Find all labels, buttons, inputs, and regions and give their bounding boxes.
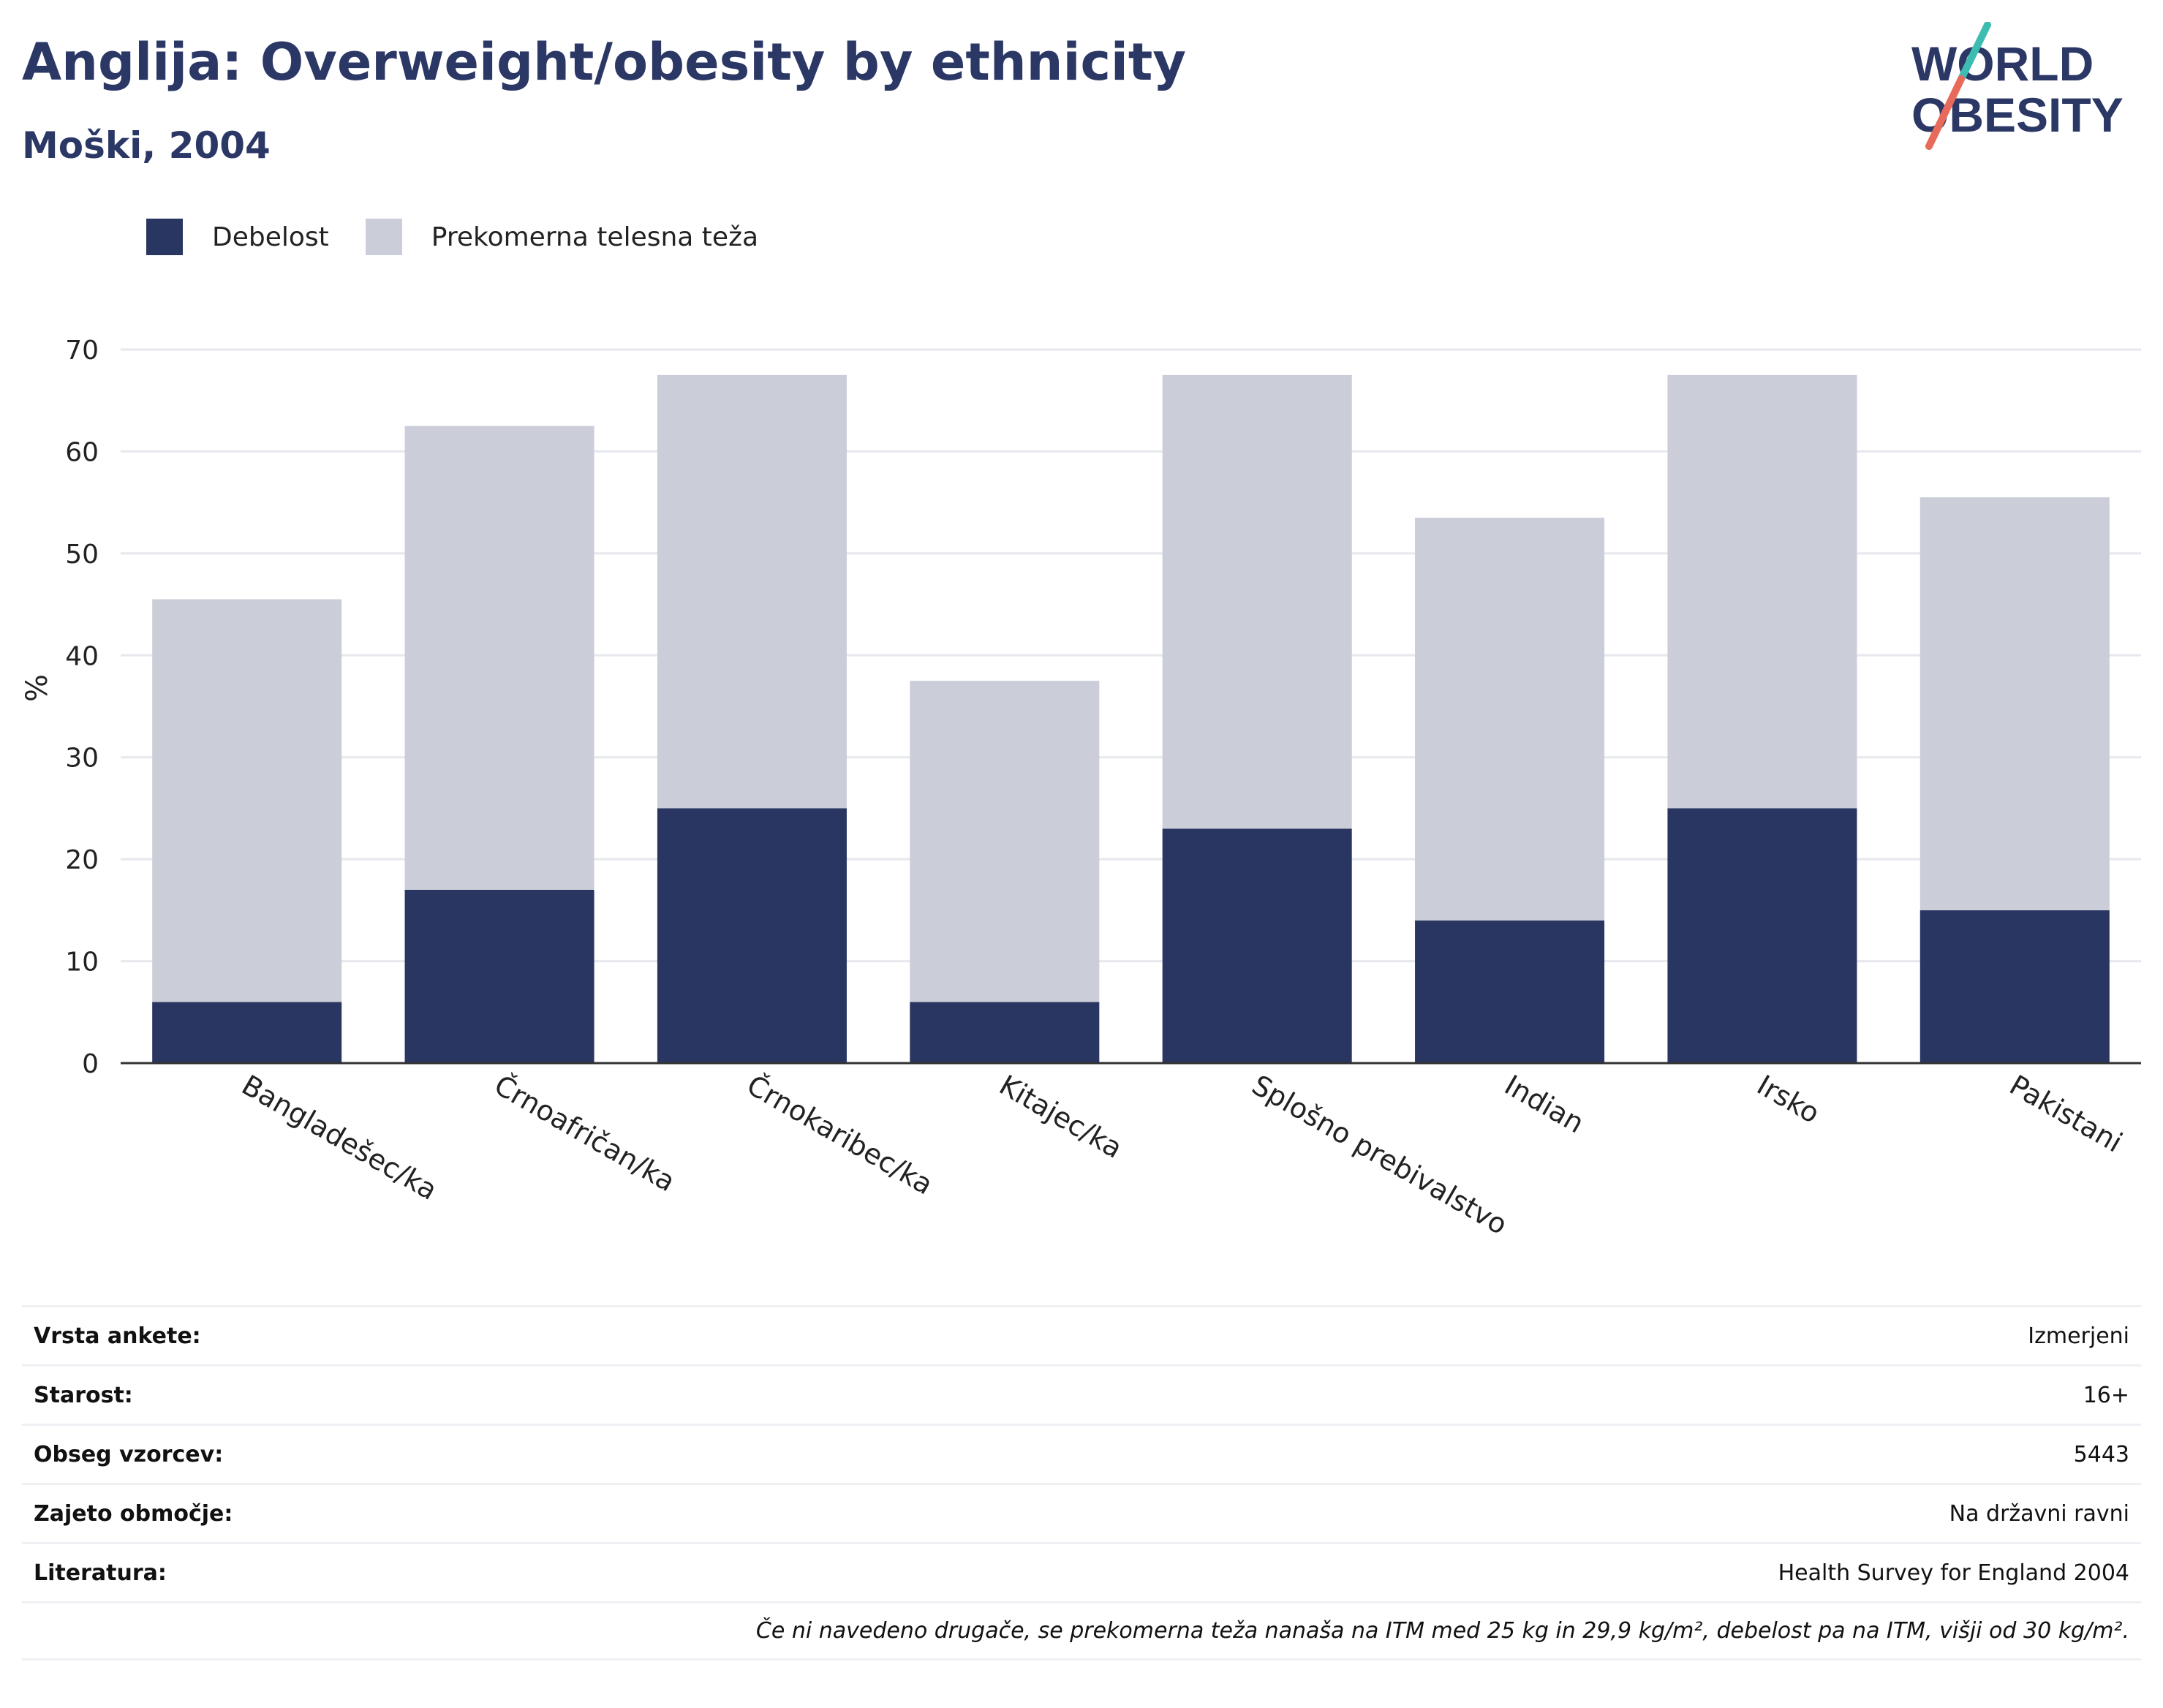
legend-label-obesity: Debelost: [212, 222, 329, 252]
bar-obesity: [1919, 910, 2110, 1063]
y-tick-label: 30: [65, 744, 99, 774]
bar-overweight: [657, 374, 847, 809]
x-tick-label: Irsko: [1751, 1069, 1824, 1130]
x-tick-label: Bangladešec/ka: [236, 1069, 442, 1206]
info-row: Starost: 16+: [22, 1364, 2141, 1424]
bar-obesity: [152, 1002, 342, 1063]
info-row: Vrsta ankete: Izmerjeni: [22, 1305, 2141, 1364]
info-label: Starost:: [34, 1382, 133, 1408]
bar-obesity: [657, 808, 847, 1063]
definition-note: Če ni navedeno drugače, se prekomerna te…: [22, 1601, 2141, 1660]
y-tick-label: 50: [65, 540, 99, 570]
info-label: Obseg vzorcev:: [34, 1441, 224, 1467]
info-row: Zajeto območje: Na državni ravni: [22, 1483, 2141, 1542]
bar-obesity: [1415, 920, 1605, 1063]
page-title: Anglija: Overweight/obesity by ethnicity: [22, 32, 1187, 92]
bar-overweight: [1162, 374, 1352, 829]
bar-overweight: [404, 426, 594, 890]
info-label: Literatura:: [34, 1560, 167, 1586]
logo-line1: WORLD: [1911, 37, 2094, 91]
x-tick-label: Črnokaribec/ka: [741, 1069, 938, 1201]
info-value: Izmerjeni: [2028, 1323, 2129, 1349]
y-tick-label: 20: [65, 845, 99, 875]
info-label: Zajeto območje:: [34, 1500, 233, 1527]
info-label: Vrsta ankete:: [34, 1323, 201, 1349]
legend-item-obesity[interactable]: Debelost: [146, 219, 329, 255]
legend-item-overweight[interactable]: Prekomerna telesna teža: [365, 219, 759, 255]
info-row: Obseg vzorcev: 5443: [22, 1424, 2141, 1483]
bar-overweight: [910, 681, 1100, 1002]
y-tick-label: 0: [82, 1049, 99, 1079]
bar-chart: 0 10 20 30 40 50 60 70 Bangladešec/ka Črnoafričan…: [65, 336, 2141, 1242]
bar-overweight: [152, 599, 342, 1002]
y-tick-label: 60: [65, 437, 99, 467]
y-tick-label: 70: [65, 336, 99, 366]
y-tick-label: 40: [65, 641, 99, 671]
info-value: 5443: [2073, 1441, 2129, 1467]
world-obesity-logo: WORLD OBESITY: [1911, 22, 2124, 150]
bar-overweight: [1415, 518, 1605, 921]
legend-swatch-overweight: [365, 219, 402, 255]
page-subtitle: Moški, 2004: [22, 124, 271, 167]
bar-overweight: [1919, 497, 2110, 910]
info-value: Health Survey for England 2004: [1778, 1560, 2129, 1586]
survey-info-table: Vrsta ankete: Izmerjeni Starost: 16+ Obseg v…: [22, 1305, 2141, 1660]
legend-swatch-obesity: [146, 219, 183, 255]
x-tick-label: Kitajec/ka: [994, 1069, 1128, 1165]
info-value: 16+: [2083, 1382, 2129, 1408]
x-tick-label: Indian: [1499, 1069, 1590, 1140]
x-tick-label: Splošno prebivalstvo: [1247, 1069, 1513, 1242]
x-tick-label: Črnoafričan/ka: [489, 1069, 681, 1198]
bar-overweight: [1667, 374, 1857, 809]
bar-obesity: [1667, 808, 1857, 1063]
bar-obesity: [910, 1002, 1100, 1063]
info-row: Literatura: Health Survey for England 200…: [22, 1542, 2141, 1601]
y-tick-label: 10: [65, 948, 99, 978]
chart-legend: Debelost Prekomerna telesna teža: [146, 218, 795, 256]
logo-slash-red: [1925, 75, 1965, 150]
info-value: Na državni ravni: [1949, 1500, 2129, 1527]
bar-obesity: [1162, 828, 1352, 1063]
bar-obesity: [404, 889, 594, 1063]
logo-slash-teal: [1958, 22, 1991, 83]
x-tick-label: Pakistani: [2004, 1069, 2128, 1159]
legend-label-overweight: Prekomerna telesna teža: [431, 222, 759, 252]
